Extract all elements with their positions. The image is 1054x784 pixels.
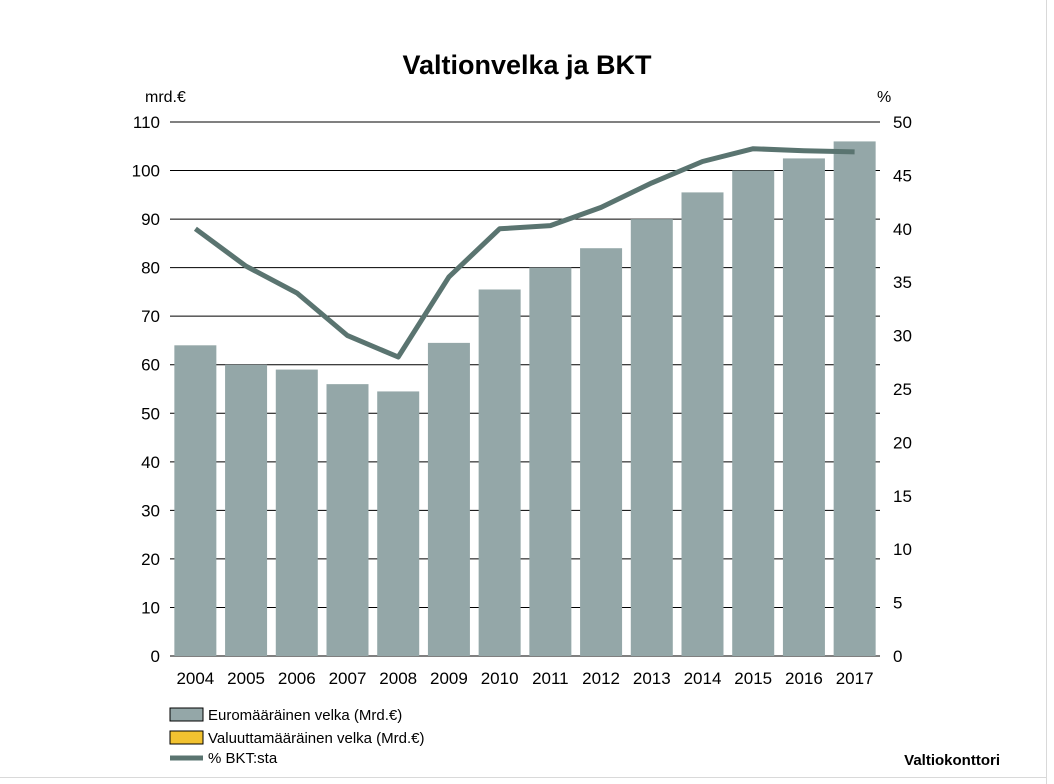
x-label-2009: 2009 [430,669,468,688]
bar-2008 [377,391,420,656]
x-label-2013: 2013 [633,669,671,688]
x-axis-labels: 2004 2005 2006 2007 2008 2009 2010 2011 2012 2013… [176,669,873,688]
legend-swatch-foreign-debt [169,730,204,745]
x-label-2006: 2006 [278,669,316,688]
bars-euro-debt [174,141,876,656]
legend-label-euro-debt: Euromääräinen velka (Mrd.€) [208,707,402,724]
left-tick-label-100: 100 [132,162,160,181]
x-label-2015: 2015 [734,669,772,688]
x-label-2007: 2007 [329,669,367,688]
bar-2011 [529,267,572,656]
left-axis-ticks: 0 10 20 30 40 50 60 70 80 90 100 110 [132,113,160,666]
right-tick-label-10: 10 [893,540,912,559]
line-path-gdp-percent [193,146,855,360]
left-tick-label-30: 30 [141,501,160,520]
bar-2013 [630,219,673,656]
left-tick-label-90: 90 [141,210,160,229]
left-tick-label-80: 80 [141,259,160,278]
right-tick-label-0: 0 [893,647,902,666]
right-axis-ticks: 0 5 10 15 20 25 30 35 40 45 50 [893,113,912,666]
legend: Euromääräinen velka (Mrd.€) Valuuttamäär… [169,707,425,767]
bar-2004 [174,345,217,656]
bar-2009 [427,342,470,656]
bar-2005 [225,364,268,656]
x-label-2011: 2011 [532,669,569,688]
right-tick-label-20: 20 [893,433,912,452]
line-gdp-percent [193,146,855,360]
x-label-2004: 2004 [176,669,214,688]
right-tick-label-50: 50 [893,113,912,132]
x-label-2016: 2016 [785,669,823,688]
left-tick-label-20: 20 [141,550,160,569]
x-label-2014: 2014 [684,669,722,688]
bar-2015 [732,170,775,656]
bar-2014 [681,192,724,656]
source-label: Valtiokonttori [904,752,1000,769]
left-tick-label-40: 40 [141,453,160,472]
frame-border-bottom [0,777,1047,778]
left-tick-label-0: 0 [151,647,160,666]
legend-label-foreign-debt: Valuuttamääräinen velka (Mrd.€) [208,730,425,747]
x-label-2017: 2017 [836,669,874,688]
bar-2006 [275,369,318,656]
left-tick-label-50: 50 [141,404,160,423]
left-tick-label-110: 110 [133,113,160,132]
x-label-2005: 2005 [227,669,265,688]
right-tick-label-25: 25 [893,380,912,399]
right-axis-unit: % [877,89,891,106]
bar-2017 [833,141,876,656]
right-tick-label-45: 45 [893,166,912,185]
bar-2010 [478,289,521,656]
bar-2007 [326,384,369,656]
chart-title: Valtionvelka ja BKT [402,50,652,80]
left-tick-label-60: 60 [141,356,160,375]
left-tick-label-10: 10 [141,598,160,617]
right-tick-label-30: 30 [893,327,912,346]
legend-label-gdp-line: % BKT:sta [208,750,278,767]
frame-border-right [1046,0,1047,784]
right-tick-label-35: 35 [893,273,912,292]
x-label-2008: 2008 [379,669,417,688]
x-label-2010: 2010 [481,669,519,688]
bar-2012 [580,248,623,656]
left-axis-unit: mrd.€ [145,89,186,106]
right-tick-label-15: 15 [893,487,912,506]
legend-swatch-euro-debt [169,707,204,722]
right-tick-label-40: 40 [893,220,912,239]
left-tick-label-70: 70 [141,307,160,326]
right-tick-label-5: 5 [893,594,902,613]
bar-2016 [782,158,825,656]
x-label-2012: 2012 [582,669,620,688]
